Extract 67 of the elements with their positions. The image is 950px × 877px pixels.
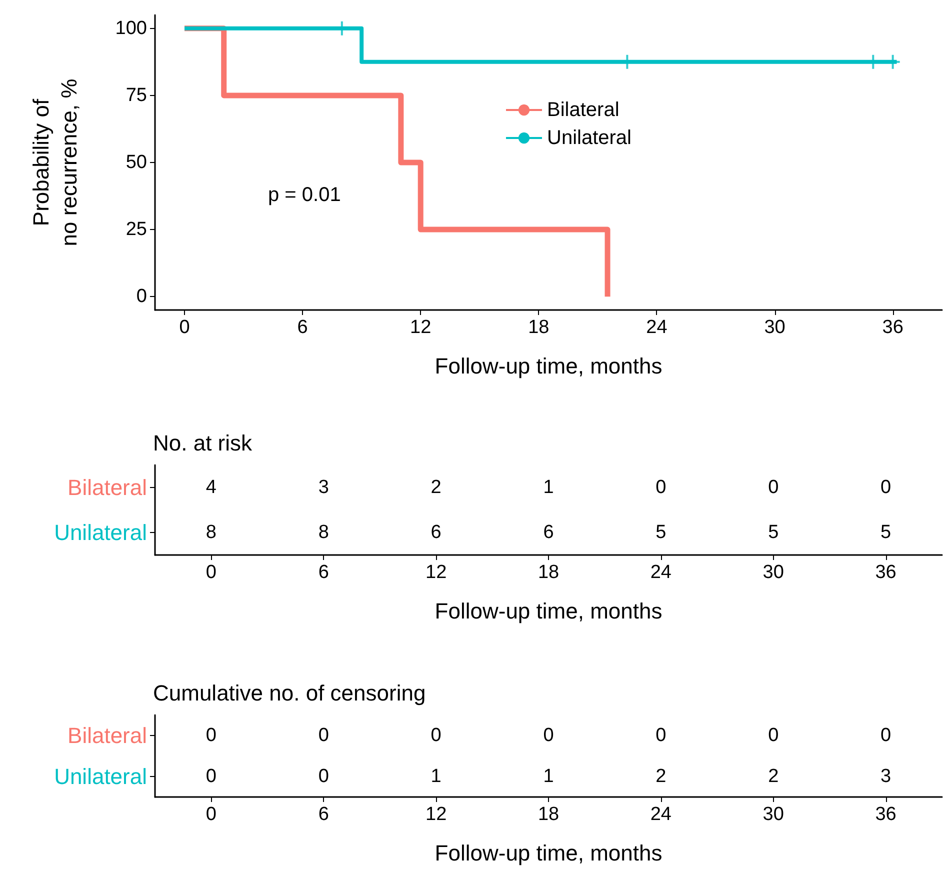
- x-axis-title: Follow-up time, months: [434, 598, 662, 624]
- data-label: 0: [656, 725, 666, 746]
- y-axis-title: Probability of no recurrence, %: [28, 78, 82, 246]
- data-label: 0: [880, 725, 892, 746]
- data-label: 4: [206, 477, 217, 498]
- data-label: 0: [768, 725, 779, 746]
- data-label: 5: [768, 522, 779, 543]
- x-tick-label: 0: [206, 562, 217, 583]
- data-label: 3: [318, 477, 329, 498]
- data-label: 0: [318, 766, 329, 787]
- y-tick-label: 0: [136, 286, 147, 308]
- y-tick-label: Unilateral: [54, 520, 147, 545]
- x-tick-label: 36: [875, 562, 896, 583]
- x-tick-label: 30: [762, 562, 784, 583]
- legend-label: Unilateral: [547, 127, 632, 149]
- data-label: 8: [318, 522, 329, 543]
- x-tick-label: 30: [762, 804, 784, 825]
- x-tick-label: 6: [318, 562, 329, 583]
- x-axis-title: Follow-up time, months: [434, 354, 662, 378]
- y-tick-label: Bilateral: [68, 475, 147, 500]
- data-label: 2: [430, 477, 442, 498]
- data-label: 6: [430, 522, 442, 543]
- data-label: 6: [543, 522, 554, 543]
- chart-title: Cumulative no. of censoring: [153, 680, 426, 706]
- x-tick-label: 36: [882, 317, 904, 338]
- x-tick-label: 18: [538, 804, 560, 825]
- data-label: 0: [543, 725, 554, 746]
- data-label: 0: [656, 477, 666, 498]
- x-tick-label: 12: [410, 317, 432, 338]
- y-tick-label: 75: [126, 84, 147, 106]
- x-tick-label: 18: [538, 562, 560, 583]
- data-label: 0: [880, 477, 892, 498]
- data-label: 0: [768, 477, 779, 498]
- x-tick-label: 30: [764, 317, 786, 338]
- y-tick-label: Unilateral: [54, 764, 147, 789]
- data-label: 2: [768, 766, 779, 787]
- x-tick-label: 12: [426, 804, 447, 825]
- data-label: 1: [430, 766, 442, 787]
- x-axis-title: Follow-up time, months: [434, 840, 662, 866]
- x-tick-label: 0: [179, 317, 190, 338]
- y-tick-label: Bilateral: [68, 723, 147, 748]
- data-label: 0: [206, 766, 217, 787]
- x-tick-label: 36: [875, 804, 896, 825]
- y-tick-label: 100: [115, 18, 147, 39]
- chart-title: No. at risk: [153, 430, 254, 456]
- data-label: 8: [206, 522, 217, 543]
- data-label: 5: [880, 522, 892, 543]
- annotation: p = 0.01: [268, 184, 341, 206]
- y-tick-label: 50: [126, 152, 147, 173]
- x-tick-label: 0: [206, 804, 217, 825]
- data-label: 0: [430, 725, 442, 746]
- data-label: 2: [656, 766, 666, 787]
- x-tick-label: 6: [318, 804, 329, 825]
- x-tick-label: 24: [650, 562, 672, 583]
- x-tick-label: 24: [650, 804, 672, 825]
- data-label: 5: [656, 522, 666, 543]
- data-label: 3: [880, 766, 892, 787]
- data-label: 0: [318, 725, 329, 746]
- x-tick-label: 6: [297, 317, 308, 338]
- data-label: 0: [206, 725, 217, 746]
- x-tick-label: 24: [646, 317, 668, 338]
- y-tick-label: 25: [126, 219, 147, 240]
- data-label: 1: [543, 766, 554, 787]
- legend-label: Bilateral: [547, 99, 620, 121]
- x-tick-label: 18: [528, 317, 550, 338]
- data-label: 1: [543, 477, 554, 498]
- x-tick-label: 12: [426, 562, 447, 583]
